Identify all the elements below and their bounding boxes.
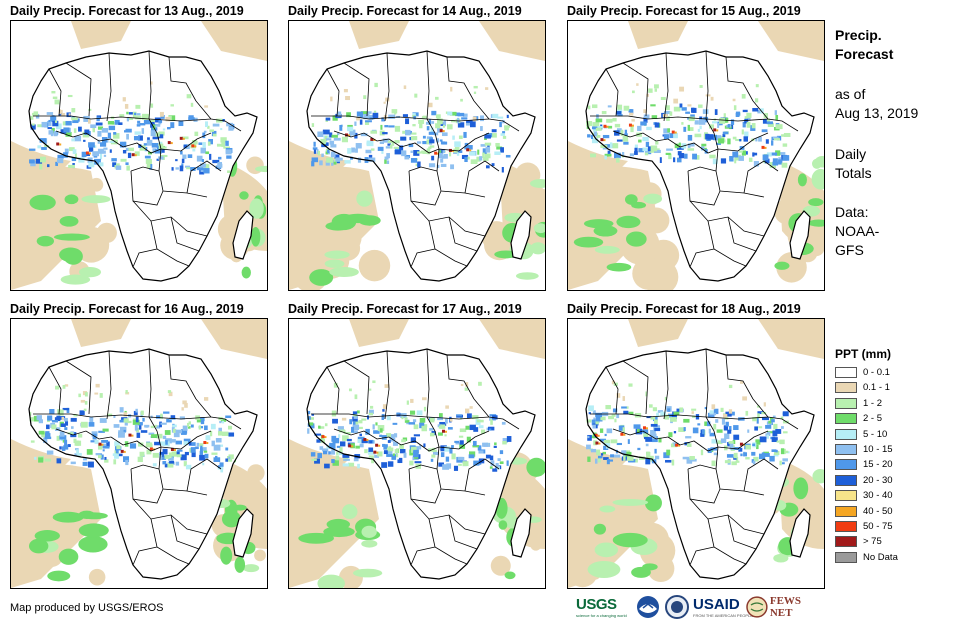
panel-title: Daily Precip. Forecast for 13 Aug., 2019 bbox=[10, 4, 244, 18]
legend-swatch bbox=[835, 367, 857, 378]
africa-map bbox=[568, 319, 824, 588]
country-borders bbox=[33, 50, 242, 268]
legend-swatch bbox=[835, 382, 857, 394]
legend-swatch bbox=[835, 474, 857, 486]
side-info: Precip. Forecast as of Aug 13, 2019 Dail… bbox=[835, 26, 960, 260]
legend-item: 2 - 5 bbox=[835, 412, 960, 427]
panel-title: Daily Precip. Forecast for 14 Aug., 2019 bbox=[288, 4, 522, 18]
heavy-rain-band bbox=[311, 82, 511, 173]
noaa-logo bbox=[636, 594, 660, 620]
data-source-line2: NOAA- bbox=[835, 223, 880, 239]
legend-label: 0 - 0.1 bbox=[863, 367, 890, 378]
legend-title: PPT (mm) bbox=[835, 347, 892, 361]
legend-swatch bbox=[835, 397, 857, 409]
precip-map bbox=[288, 20, 546, 291]
legend-label: 15 - 20 bbox=[863, 459, 893, 471]
panel-title: Daily Precip. Forecast for 16 Aug., 2019 bbox=[10, 302, 244, 316]
legend-swatch bbox=[835, 520, 857, 532]
legend-label: 10 - 15 bbox=[863, 443, 893, 455]
totals-line1: Daily bbox=[835, 146, 867, 162]
noaa-emblem-icon bbox=[637, 596, 659, 618]
legend-label: 2 - 5 bbox=[863, 413, 883, 425]
legend-label: 20 - 30 bbox=[863, 474, 893, 486]
country-borders bbox=[590, 348, 799, 566]
legend: PPT (mm) 0 - 0.1 0.1 - 1 1 - 2 2 - 5 5 - 10 1… bbox=[835, 347, 960, 566]
panel-title: Daily Precip. Forecast for 17 Aug., 2019 bbox=[288, 302, 522, 316]
as-of-date: Aug 13, 2019 bbox=[835, 105, 919, 121]
legend-item: 50 - 75 bbox=[835, 520, 960, 535]
legend-label: 5 - 10 bbox=[863, 428, 888, 440]
africa-map bbox=[11, 319, 267, 588]
legend-label: 50 - 75 bbox=[863, 520, 893, 532]
country-borders bbox=[311, 50, 520, 268]
africa-map bbox=[568, 21, 824, 290]
africa-map bbox=[289, 21, 545, 290]
seal-icon bbox=[665, 595, 689, 619]
precip-map bbox=[10, 20, 268, 291]
data-source-line3: GFS bbox=[835, 242, 864, 258]
legend-item: 0.1 - 1 bbox=[835, 381, 960, 396]
heavy-rain-band bbox=[586, 83, 791, 168]
panel-title: Daily Precip. Forecast for 15 Aug., 2019 bbox=[567, 4, 801, 18]
legend-label: > 75 bbox=[863, 536, 882, 548]
legend-item: 20 - 30 bbox=[835, 474, 960, 489]
moderate-rain-area bbox=[573, 155, 824, 272]
data-source-line1: Data: bbox=[835, 204, 869, 220]
legend-label: No Data bbox=[863, 551, 898, 563]
totals-line2: Totals bbox=[835, 165, 872, 181]
legend-swatch bbox=[835, 505, 857, 517]
legend-item: No Data bbox=[835, 551, 960, 566]
panel-title: Daily Precip. Forecast for 18 Aug., 2019 bbox=[567, 302, 801, 316]
legend-label: 30 - 40 bbox=[863, 490, 893, 502]
legend-item: 30 - 40 bbox=[835, 489, 960, 504]
usaid-logo: USAID FROM THE AMERICAN PEOPLE bbox=[693, 596, 753, 618]
forecast-panel-3: Daily Precip. Forecast for 15 Aug., 2019 bbox=[567, 3, 837, 293]
precip-map bbox=[288, 318, 546, 589]
heavy-rain-band bbox=[29, 81, 235, 175]
legend-label: 0.1 - 1 bbox=[863, 382, 890, 394]
as-of-label: as of bbox=[835, 86, 866, 102]
legend-swatch bbox=[835, 443, 857, 455]
legend-item: 10 - 15 bbox=[835, 443, 960, 458]
legend-label: 40 - 50 bbox=[863, 505, 893, 517]
forecast-panel-4: Daily Precip. Forecast for 16 Aug., 2019 bbox=[10, 301, 280, 591]
precip-map bbox=[567, 20, 825, 291]
heavy-rain-band bbox=[586, 380, 790, 467]
legend-item: 5 - 10 bbox=[835, 428, 960, 443]
precip-map bbox=[10, 318, 268, 589]
country-borders bbox=[311, 348, 520, 566]
country-borders bbox=[33, 348, 242, 566]
usgs-logo: USGS science for a changing world bbox=[576, 596, 627, 618]
partner-logos: USGS science for a changing world USAID … bbox=[576, 594, 826, 620]
legend-item: 1 - 2 bbox=[835, 397, 960, 412]
product-title-line1: Precip. bbox=[835, 27, 882, 43]
legend-item: > 75 bbox=[835, 535, 960, 550]
legend-swatch bbox=[835, 490, 857, 502]
legend-swatch bbox=[835, 551, 857, 563]
legend-swatch bbox=[835, 413, 857, 425]
legend-label: 1 - 2 bbox=[863, 397, 883, 409]
forecast-panel-2: Daily Precip. Forecast for 14 Aug., 2019 bbox=[288, 3, 558, 293]
forecast-panel-1: Daily Precip. Forecast for 13 Aug., 2019 bbox=[10, 3, 280, 293]
forecast-panel-6: Daily Precip. Forecast for 18 Aug., 2019 bbox=[567, 301, 837, 591]
precip-map bbox=[567, 318, 825, 589]
legend-swatch bbox=[835, 428, 857, 440]
legend-item: 15 - 20 bbox=[835, 458, 960, 473]
dhs-seal-logo bbox=[665, 594, 689, 620]
africa-map bbox=[289, 319, 545, 588]
country-borders bbox=[590, 50, 799, 268]
fews-net-logo: FEWS NET bbox=[746, 594, 826, 620]
product-title-line2: Forecast bbox=[835, 46, 894, 62]
map-credit: Map produced by USGS/EROS bbox=[10, 602, 164, 614]
forecast-panel-5: Daily Precip. Forecast for 17 Aug., 2019 bbox=[288, 301, 558, 591]
legend-item: 0 - 0.1 bbox=[835, 366, 960, 381]
legend-item: 40 - 50 bbox=[835, 505, 960, 520]
legend-swatch bbox=[835, 459, 857, 471]
globe-icon bbox=[746, 596, 768, 618]
moderate-rain-area bbox=[29, 155, 267, 285]
africa-map bbox=[11, 21, 267, 290]
legend-swatch bbox=[835, 536, 857, 548]
